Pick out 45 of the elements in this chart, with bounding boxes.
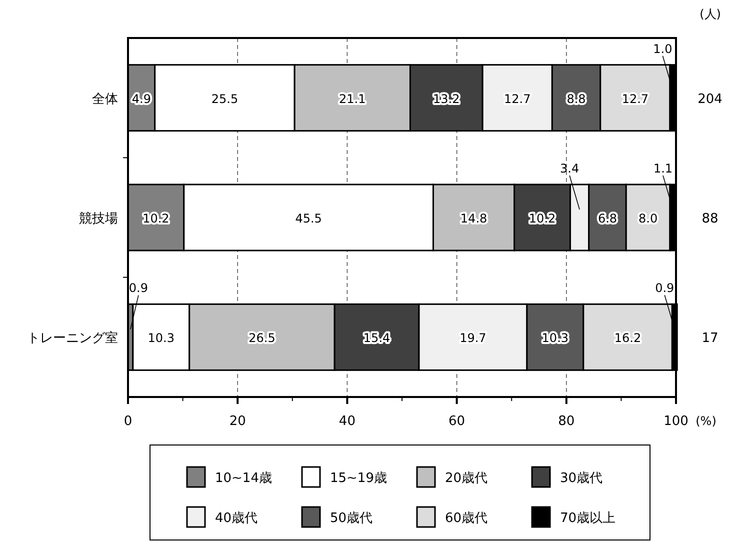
legend-label: 50歳代: [330, 511, 373, 526]
text: 17: [702, 331, 718, 346]
data-label: 14.8: [460, 212, 488, 226]
legend-label: 20歳代: [445, 471, 488, 486]
data-label: 10.2: [528, 212, 556, 226]
x-tick-label: 60: [448, 414, 466, 429]
data-label: 45.5: [295, 212, 322, 226]
y-tick-label: 全体: [92, 92, 118, 107]
data-label: 1.0: [653, 42, 672, 56]
legend-label: 15~19歳: [330, 471, 387, 486]
data-label: 0.9: [655, 281, 674, 296]
legend-label: 40歳代: [215, 511, 258, 526]
x-tick-label: 20: [229, 414, 246, 429]
data-label: 19.7: [460, 331, 486, 346]
data-label: 3.4: [560, 162, 580, 176]
x-axis-title: (%): [696, 414, 716, 428]
x-tick-label: 40: [338, 414, 356, 429]
text: (人): [700, 7, 721, 21]
data-label: 13.2: [433, 92, 460, 106]
data-label: 26.5: [248, 331, 276, 346]
data-label: 12.7: [504, 92, 531, 106]
text: 204: [698, 92, 722, 107]
data-label: 10.2: [142, 212, 170, 226]
y-tick-label: 競技場: [79, 212, 118, 226]
data-label: 21.1: [339, 92, 366, 106]
data-label: 1.1: [653, 162, 673, 176]
y-tick-label: トレーニング室: [27, 330, 118, 346]
x-tick-label: 0: [124, 414, 132, 429]
data-label: 15.4: [363, 331, 390, 346]
data-label: 6.8: [598, 212, 618, 226]
data-label: 8.8: [566, 92, 586, 106]
data-label: 0.9: [128, 281, 148, 296]
legend-label: 60歳代: [445, 511, 488, 526]
data-label: 8.0: [638, 212, 658, 226]
legend-label: 70歳以上: [560, 511, 616, 526]
data-label: 10.3: [148, 331, 175, 346]
data-label: 4.9: [132, 92, 151, 106]
data-label: 25.5: [211, 92, 238, 106]
legend-label: 10~14歳: [215, 471, 272, 486]
data-label: 12.7: [622, 92, 649, 106]
x-tick-label: 80: [558, 414, 575, 429]
data-label: 16.2: [614, 331, 642, 346]
legend-label: 30歳代: [560, 471, 603, 486]
text: 88: [702, 212, 718, 226]
x-tick-label: 100: [664, 414, 688, 429]
